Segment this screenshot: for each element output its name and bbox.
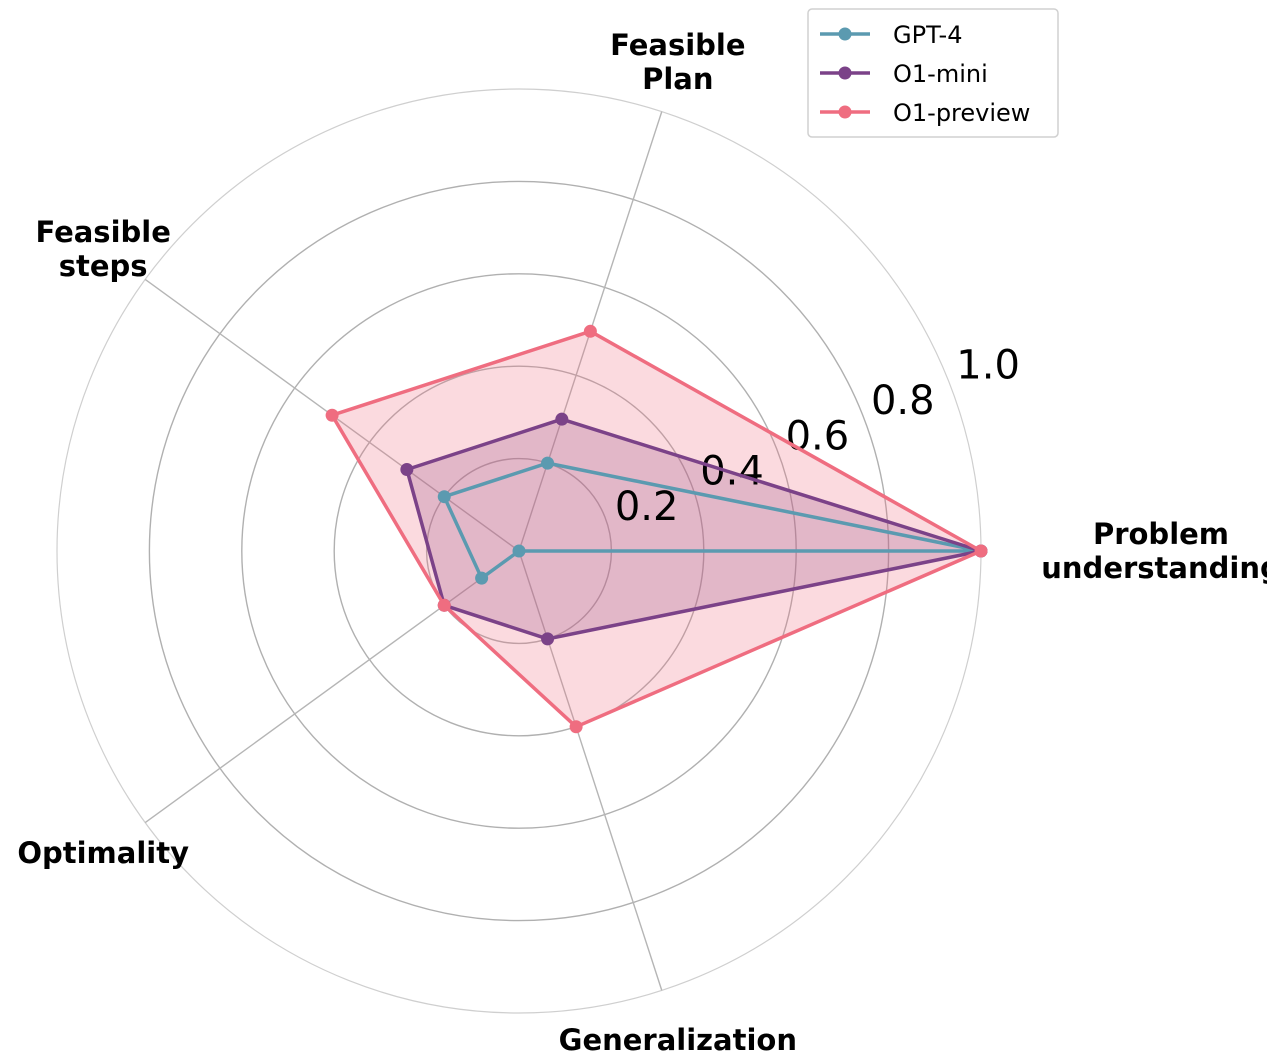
legend-marker bbox=[838, 66, 852, 80]
data-point bbox=[974, 544, 988, 558]
series-line bbox=[405, 417, 983, 641]
data-point bbox=[400, 463, 414, 477]
data-point bbox=[555, 412, 569, 426]
axis-spoke bbox=[144, 550, 520, 824]
series-fill bbox=[332, 331, 982, 727]
category-label-line: Generalization bbox=[559, 1023, 797, 1051]
category-label: Feasible Plan bbox=[610, 28, 745, 96]
legend-label: GPT-4 bbox=[893, 21, 962, 49]
data-point bbox=[437, 490, 451, 504]
data-point bbox=[569, 720, 583, 734]
radial-tick-label: 0.6 bbox=[786, 413, 850, 459]
category-label: Generalization bbox=[559, 1023, 797, 1051]
data-point bbox=[583, 324, 597, 338]
axis-spoke bbox=[518, 550, 663, 991]
legend-label: O1-preview bbox=[893, 99, 1030, 127]
category-label-line: Feasible bbox=[35, 215, 170, 249]
legend: GPT-4 O1-mini O1-preview bbox=[807, 8, 1059, 138]
series-line bbox=[330, 329, 983, 729]
category-label-line: Optimality bbox=[17, 836, 189, 870]
category-label-line: Feasible bbox=[610, 28, 745, 62]
radial-tick-label: 0.2 bbox=[615, 484, 679, 530]
data-point bbox=[541, 632, 555, 646]
category-label-line: steps bbox=[59, 249, 148, 283]
series-fill-layer bbox=[332, 331, 982, 727]
category-label: Problem understanding bbox=[1041, 517, 1267, 585]
legend-marker bbox=[838, 27, 852, 41]
category-label-line: Problem bbox=[1093, 517, 1229, 551]
legend-marker bbox=[838, 105, 852, 119]
series-line-layer bbox=[325, 324, 988, 734]
legend-frame bbox=[807, 8, 1059, 138]
legend-label: O1-mini bbox=[893, 60, 988, 88]
category-label-line: Plan bbox=[642, 62, 713, 96]
radial-tick-label: 1.0 bbox=[956, 343, 1020, 389]
series-line bbox=[442, 461, 983, 580]
category-label: Feasible steps bbox=[35, 215, 170, 283]
radial-tick-label: 0.8 bbox=[871, 378, 935, 424]
data-point bbox=[325, 408, 339, 422]
category-label-line: understanding bbox=[1041, 551, 1267, 585]
data-point bbox=[475, 571, 489, 585]
data-point bbox=[437, 598, 451, 612]
category-label: Optimality bbox=[17, 836, 189, 870]
data-point bbox=[512, 544, 526, 558]
data-point bbox=[541, 456, 555, 470]
series-fill bbox=[406, 419, 981, 639]
